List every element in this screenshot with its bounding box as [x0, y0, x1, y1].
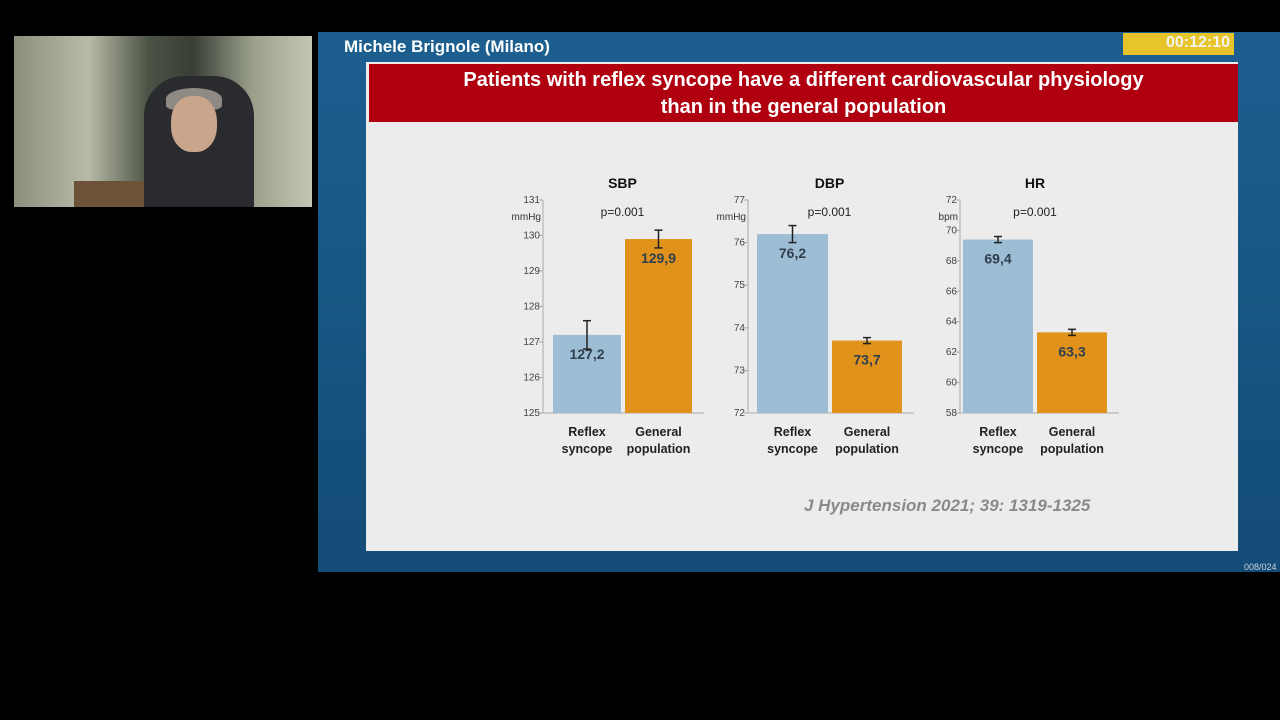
- citation: J Hypertension 2021; 39: 1319-1325: [804, 496, 1091, 515]
- y-tick-label: 131: [523, 195, 540, 206]
- bar-general: [625, 239, 692, 413]
- timer: 00:12:10: [1166, 34, 1231, 51]
- slide-title-line2: than in the general population: [660, 96, 947, 118]
- y-tick-label: 73: [734, 365, 746, 376]
- category-label: Reflex: [979, 425, 1017, 439]
- y-tick-label: 77: [734, 195, 746, 206]
- y-tick-label: 66: [946, 286, 958, 297]
- chart-title: SBP: [608, 175, 637, 191]
- page-counter: 008/024: [1244, 562, 1277, 572]
- data-label: 129,9: [641, 250, 676, 266]
- data-label: 63,3: [1058, 343, 1085, 359]
- y-tick-label: 62: [946, 347, 958, 358]
- speaker-webcam: [14, 36, 312, 207]
- y-tick-label: 60: [946, 378, 958, 389]
- category-label: population: [1040, 442, 1104, 456]
- category-label: population: [627, 442, 691, 456]
- y-tick-label: 76: [734, 238, 746, 249]
- bar-reflex: [757, 234, 828, 413]
- chart-title: DBP: [815, 175, 845, 191]
- speaker-head: [171, 96, 217, 152]
- category-label: General: [1049, 425, 1096, 439]
- y-tick-label: 64: [946, 317, 958, 328]
- data-label: 73,7: [853, 352, 880, 368]
- y-tick-label: 70: [946, 225, 958, 236]
- category-label: General: [844, 425, 891, 439]
- y-tick-label: 72: [946, 195, 958, 206]
- p-value: p=0.001: [1013, 205, 1057, 219]
- slide-title: Patients with reflex syncope have a diff…: [369, 64, 1238, 122]
- unit-label: bpm: [939, 212, 958, 223]
- data-label: 69,4: [984, 251, 1011, 267]
- data-label: 76,2: [779, 245, 806, 261]
- data-label: 127,2: [569, 346, 604, 362]
- y-tick-label: 125: [523, 408, 540, 419]
- bar-reflex: [963, 239, 1033, 413]
- speaker-name: Michele Brignole (Milano): [344, 37, 550, 56]
- y-tick-label: 68: [946, 256, 958, 267]
- category-label: syncope: [562, 442, 613, 456]
- y-tick-label: 128: [523, 302, 540, 313]
- y-tick-label: 129: [523, 266, 540, 277]
- y-tick-label: 130: [523, 231, 540, 242]
- unit-label: mmHg: [512, 212, 541, 223]
- category-label: population: [835, 442, 899, 456]
- category-label: Reflex: [568, 425, 606, 439]
- category-label: syncope: [767, 442, 818, 456]
- slide-title-line1: Patients with reflex syncope have a diff…: [463, 69, 1144, 91]
- timer-bar: [1123, 33, 1234, 55]
- y-tick-label: 126: [523, 373, 540, 384]
- p-value: p=0.001: [808, 205, 852, 219]
- p-value: p=0.001: [601, 205, 645, 219]
- y-tick-label: 127: [523, 337, 540, 348]
- y-tick-label: 75: [734, 280, 746, 291]
- category-label: General: [635, 425, 682, 439]
- chart-title: HR: [1025, 175, 1045, 191]
- category-label: syncope: [973, 442, 1024, 456]
- y-tick-label: 74: [734, 323, 746, 334]
- bar-general: [1037, 332, 1107, 413]
- y-tick-label: 72: [734, 408, 746, 419]
- category-label: Reflex: [774, 425, 812, 439]
- y-tick-label: 58: [946, 408, 958, 419]
- bar-general: [832, 340, 902, 413]
- unit-label: mmHg: [717, 212, 746, 223]
